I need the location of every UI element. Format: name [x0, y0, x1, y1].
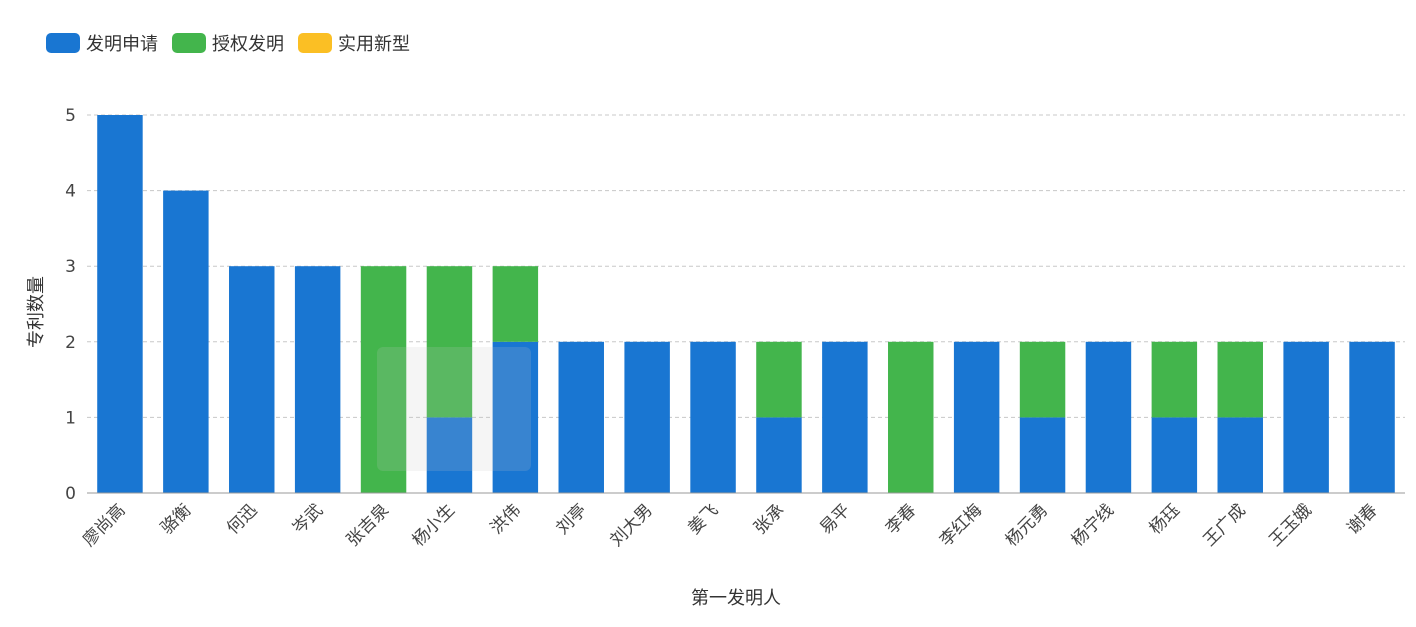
bar-granted-invention[interactable]	[1019, 341, 1066, 418]
x-tick-label: 王玉娥	[1265, 500, 1315, 550]
bar-invention-application[interactable]	[294, 266, 341, 493]
bar-invention-application[interactable]	[1283, 341, 1329, 493]
legend-label-granted-invention: 授权发明	[212, 34, 284, 55]
x-tick-label: 杨元勇	[1002, 500, 1052, 550]
legend-item-utility-model[interactable]: 实用新型	[298, 30, 410, 56]
x-tick-label: 李春	[882, 500, 920, 538]
x-tick-label: 张吉泉	[343, 500, 393, 550]
y-axis-title: 专利数量	[26, 276, 47, 348]
legend-label-utility-model: 实用新型	[338, 34, 410, 55]
legend-item-granted-invention[interactable]: 授权发明	[172, 30, 284, 56]
bar-invention-application[interactable]	[624, 341, 670, 493]
x-tick-label: 张承	[750, 500, 788, 538]
bar-invention-application[interactable]	[1349, 341, 1395, 493]
x-tick-labels: 廖尚高 骆衡 何迅 岑武 张吉泉 杨小生 洪伟 刘亭 刘大男 姜飞 张承 易平 李春 李红梅 杨元勇 杨宁线杨…	[79, 500, 1381, 550]
x-tick-label: 李红梅	[936, 500, 986, 550]
bar-invention-application[interactable]	[1151, 417, 1198, 493]
y-tick-label: 2	[65, 333, 76, 353]
bar-granted-invention[interactable]	[756, 341, 802, 418]
x-tick-label: 骆衡	[157, 500, 195, 538]
bar-granted-invention[interactable]	[426, 266, 473, 418]
chart-legend: 发明申请 授权发明 实用新型	[46, 30, 410, 56]
bar-invention-application[interactable]	[426, 417, 473, 493]
bar-granted-invention[interactable]	[360, 266, 407, 493]
bar-granted-invention[interactable]	[1151, 341, 1198, 418]
bar-granted-invention[interactable]	[492, 266, 539, 342]
x-tick-label: 岑武	[289, 500, 327, 538]
legend-swatch-invention-application	[46, 33, 80, 53]
x-tick-label: 刘亭	[553, 500, 591, 538]
bar-invention-application[interactable]	[492, 341, 539, 493]
bar-invention-application[interactable]	[822, 341, 868, 493]
bar-invention-application[interactable]	[97, 115, 143, 493]
bar-invention-application[interactable]	[1217, 417, 1263, 493]
x-tick-label: 何迅	[223, 500, 261, 538]
x-tick-label: 杨宁线	[1068, 500, 1118, 550]
x-tick-label: 王广成	[1200, 500, 1250, 550]
bar-invention-application[interactable]	[558, 341, 604, 493]
y-tick-label: 1	[65, 408, 76, 428]
y-tick-label: 3	[65, 257, 76, 277]
bar-invention-application[interactable]	[1019, 417, 1066, 493]
x-axis-title: 第一发明人	[691, 588, 781, 609]
y-tick-label: 0	[65, 484, 76, 504]
x-tick-label: 谢春	[1343, 500, 1381, 538]
tooltip-overlay	[377, 347, 531, 471]
x-tick-label: 姜飞	[684, 500, 722, 538]
legend-label-invention-application: 发明申请	[86, 34, 158, 55]
y-tick-labels: 0 1 2 3 4 5	[65, 106, 76, 504]
bar-invention-application[interactable]	[163, 190, 209, 493]
bar-invention-application[interactable]	[690, 341, 736, 493]
x-tick-label: 洪伟	[487, 500, 525, 538]
x-tick-label: 易平	[816, 500, 854, 538]
x-tick-label: 廖尚高	[79, 500, 129, 550]
legend-swatch-granted-invention	[172, 33, 206, 53]
grid-lines	[87, 114, 1405, 418]
bar-invention-application[interactable]	[756, 417, 802, 493]
x-tick-label: 杨小生	[409, 500, 459, 550]
y-tick-label: 5	[65, 106, 76, 126]
bar-invention-application[interactable]	[229, 266, 275, 493]
bar-invention-application[interactable]	[1085, 341, 1132, 493]
x-tick-label: 杨珏	[1146, 500, 1184, 538]
legend-swatch-utility-model	[298, 33, 332, 53]
bar-granted-invention[interactable]	[888, 341, 934, 493]
bar-invention-application[interactable]	[953, 341, 1000, 493]
y-tick-label: 4	[65, 182, 76, 202]
bars-group	[97, 115, 1395, 493]
bar-granted-invention[interactable]	[1217, 341, 1263, 418]
legend-item-invention-application[interactable]: 发明申请	[46, 30, 158, 56]
x-tick-label: 刘大男	[606, 500, 656, 550]
